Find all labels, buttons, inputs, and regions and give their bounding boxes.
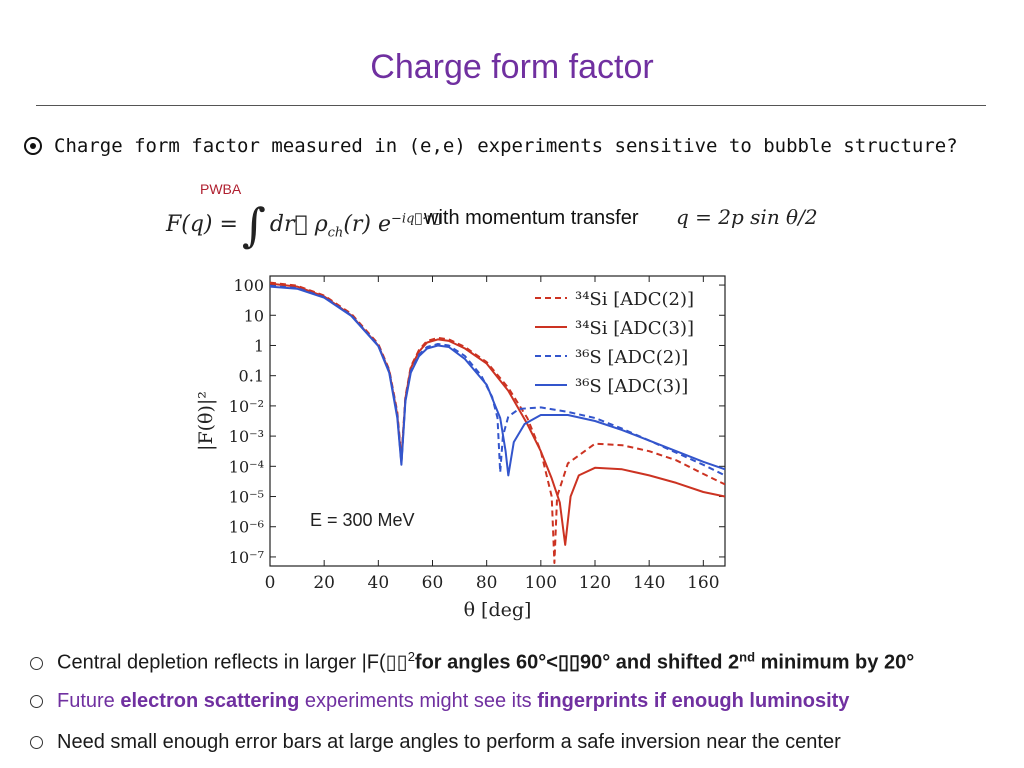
plot-frame: [269, 275, 726, 567]
y-tick-label: 10⁻⁷: [229, 548, 264, 567]
formula-exp: −iq⃗·r⃗: [391, 211, 441, 227]
question-line: Charge form factor measured in (e,e) exp…: [24, 134, 958, 157]
bullet-2-bold-b: fingerprints if enough luminosity: [537, 690, 850, 712]
momentum-text: with momentum transfer: [424, 207, 639, 229]
bullet-1: Central depletion reflects in larger |F(…: [30, 649, 914, 675]
legend-label-1: ³⁴Si [ADC(3)]: [575, 318, 694, 339]
y-tick-label: 10⁻²: [229, 397, 264, 416]
integral-sign: ∫: [241, 198, 266, 252]
y-tick-label: 10⁻³: [229, 427, 264, 446]
form-factor-chart: 0 20 40 60 80 100 120 140 160 100 10 1 0.1 10⁻² 10⁻³ 10…: [195, 275, 726, 621]
formula-integrand: dr⃗ ρ: [269, 212, 328, 237]
formula-tail: (r) e: [343, 212, 392, 237]
x-tick-label: 140: [633, 573, 665, 593]
bullet-2-bold-a: electron scattering: [120, 690, 300, 712]
y-tick-label: 10⁻⁶: [229, 518, 264, 537]
y-axis-label: |F(θ)|²: [195, 391, 217, 451]
y-tick-label: 0.1: [239, 367, 264, 386]
x-tick-label: 100: [525, 573, 557, 593]
x-tick-label: 60: [422, 573, 444, 593]
bullet-1-bold-c: minimum by 20°: [755, 651, 915, 674]
bullet-2: Future electron scattering experiments m…: [30, 690, 849, 713]
bullet-1-bold-b: 90° and shifted 2: [580, 651, 740, 674]
bullet-1-text: Central depletion reflects in larger |F(: [57, 651, 386, 674]
x-axis-label: θ [deg]: [464, 599, 532, 621]
slide-title: Charge form factor: [370, 48, 654, 86]
q-formula: q = 2p sin θ/2: [676, 205, 818, 229]
bullet-1-glyph2: ▯▯: [557, 651, 580, 674]
bullet-3: Need small enough error bars at large an…: [30, 731, 841, 754]
form-factor-formula: F(q) =∫ dr⃗ ρch(r) e−iq⃗·r⃗: [166, 188, 441, 252]
circle-bullet-icon: [30, 695, 43, 708]
bullet-1-sup: 2: [407, 649, 415, 664]
series-line-3: [270, 285, 725, 477]
y-tick-label: 1: [254, 336, 264, 355]
x-tick-label: 120: [579, 573, 611, 593]
legend-label-3: ³⁶S [ADC(3)]: [575, 376, 688, 397]
x-tick-label: 20: [313, 573, 335, 593]
x-tick-label: 40: [368, 573, 390, 593]
x-tick-label: 80: [476, 573, 498, 593]
pwba-label: PWBA: [200, 181, 242, 197]
title-divider: [36, 105, 986, 106]
circle-bullet-icon: [30, 656, 43, 670]
x-tick-label: 0: [265, 573, 276, 593]
x-tick-label: 160: [687, 573, 719, 593]
formula-sub: ch: [327, 225, 344, 241]
bullet-1-sup2: nd: [739, 649, 756, 664]
legend-label-0: ³⁴Si [ADC(2)]: [575, 289, 694, 310]
bullet-2-text-a: Future: [57, 690, 121, 712]
bullet-2-text-b: experiments might see its: [299, 690, 538, 712]
y-tick-label: 10: [244, 306, 264, 325]
bullet-1-glyph: ▯▯: [385, 651, 408, 674]
target-bullet-icon: [24, 137, 42, 155]
y-tick-label: 10⁻⁴: [229, 457, 264, 476]
bullet-1-bold-a: for angles 60°<: [414, 651, 558, 674]
energy-annotation: E = 300 MeV: [310, 510, 415, 530]
formula-lhs: F(q) =: [166, 212, 238, 237]
circle-bullet-icon: [30, 736, 43, 749]
bullet-3-text: Need small enough error bars at large an…: [57, 731, 841, 753]
y-tick-label: 10⁻⁵: [229, 488, 264, 507]
question-text: Charge form factor measured in (e,e) exp…: [54, 135, 958, 157]
y-tick-label: 100: [233, 276, 264, 295]
legend-label-2: ³⁶S [ADC(2)]: [575, 347, 688, 368]
